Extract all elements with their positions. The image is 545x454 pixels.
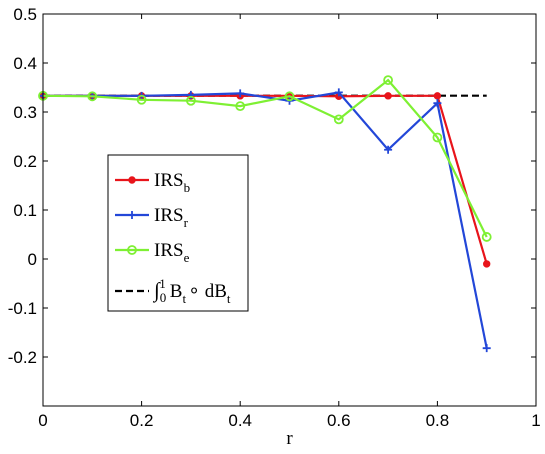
data-point xyxy=(433,92,442,100)
y-tick-label: 0.5 xyxy=(13,5,37,24)
x-tick-label: 0.6 xyxy=(327,411,351,430)
data-point xyxy=(87,91,98,102)
data-point xyxy=(384,145,393,154)
y-tick-label: 0 xyxy=(28,250,37,269)
legend-marker xyxy=(128,176,136,184)
series-line xyxy=(43,91,488,349)
data-point xyxy=(236,89,245,98)
x-tick-label: 0.4 xyxy=(228,411,252,430)
x-tick-label: 0.2 xyxy=(130,411,154,430)
y-tick-label: 0.1 xyxy=(13,201,37,220)
series-e xyxy=(38,75,492,242)
data-point xyxy=(334,88,343,97)
legend-label: ∫01 Bt ∘ dBt xyxy=(152,276,231,306)
legend-marker xyxy=(128,211,136,219)
data-point xyxy=(383,75,394,86)
data-point xyxy=(483,260,491,268)
legend-item: IRSb xyxy=(115,170,190,195)
y-tick-label: 0.3 xyxy=(13,103,37,122)
data-point xyxy=(333,114,344,125)
data-point xyxy=(433,99,442,108)
legend-item: IRSe xyxy=(115,240,190,265)
y-tick-label: -0.1 xyxy=(8,299,37,318)
legend-label: IRSr xyxy=(154,205,189,230)
legend-label: IRSb xyxy=(154,170,190,195)
data-point xyxy=(185,95,196,106)
x-tick-label: 1 xyxy=(531,411,540,430)
x-axis-label: r xyxy=(286,428,293,449)
y-tick-label: 0.2 xyxy=(13,152,37,171)
legend-item: ∫01 Bt ∘ dBt xyxy=(115,276,231,306)
legend-marker xyxy=(127,245,137,255)
series-layer xyxy=(38,75,492,353)
data-point xyxy=(432,132,443,143)
x-tick-label: 0 xyxy=(38,411,47,430)
data-point xyxy=(482,344,491,353)
legend: IRSb IRSr IRSe ∫01 Bt ∘ dBt xyxy=(107,154,249,312)
data-point xyxy=(481,232,492,242)
legend-label: IRSe xyxy=(154,240,190,265)
axes-ticks: 0 0.2 0.4 0.6 0.8 1 -0.2 -0.1 0 0.1 0.2 0.3 0.4 0.5 xyxy=(8,5,541,430)
y-tick-label: -0.2 xyxy=(8,348,37,367)
data-point xyxy=(284,91,295,102)
x-tick-label: 0.8 xyxy=(426,411,450,430)
data-point xyxy=(384,92,392,100)
series-line xyxy=(42,78,488,238)
legend-item: IRSr xyxy=(115,205,189,230)
data-point xyxy=(136,94,147,105)
data-point xyxy=(235,101,246,112)
y-tick-label: 0.4 xyxy=(13,54,37,73)
